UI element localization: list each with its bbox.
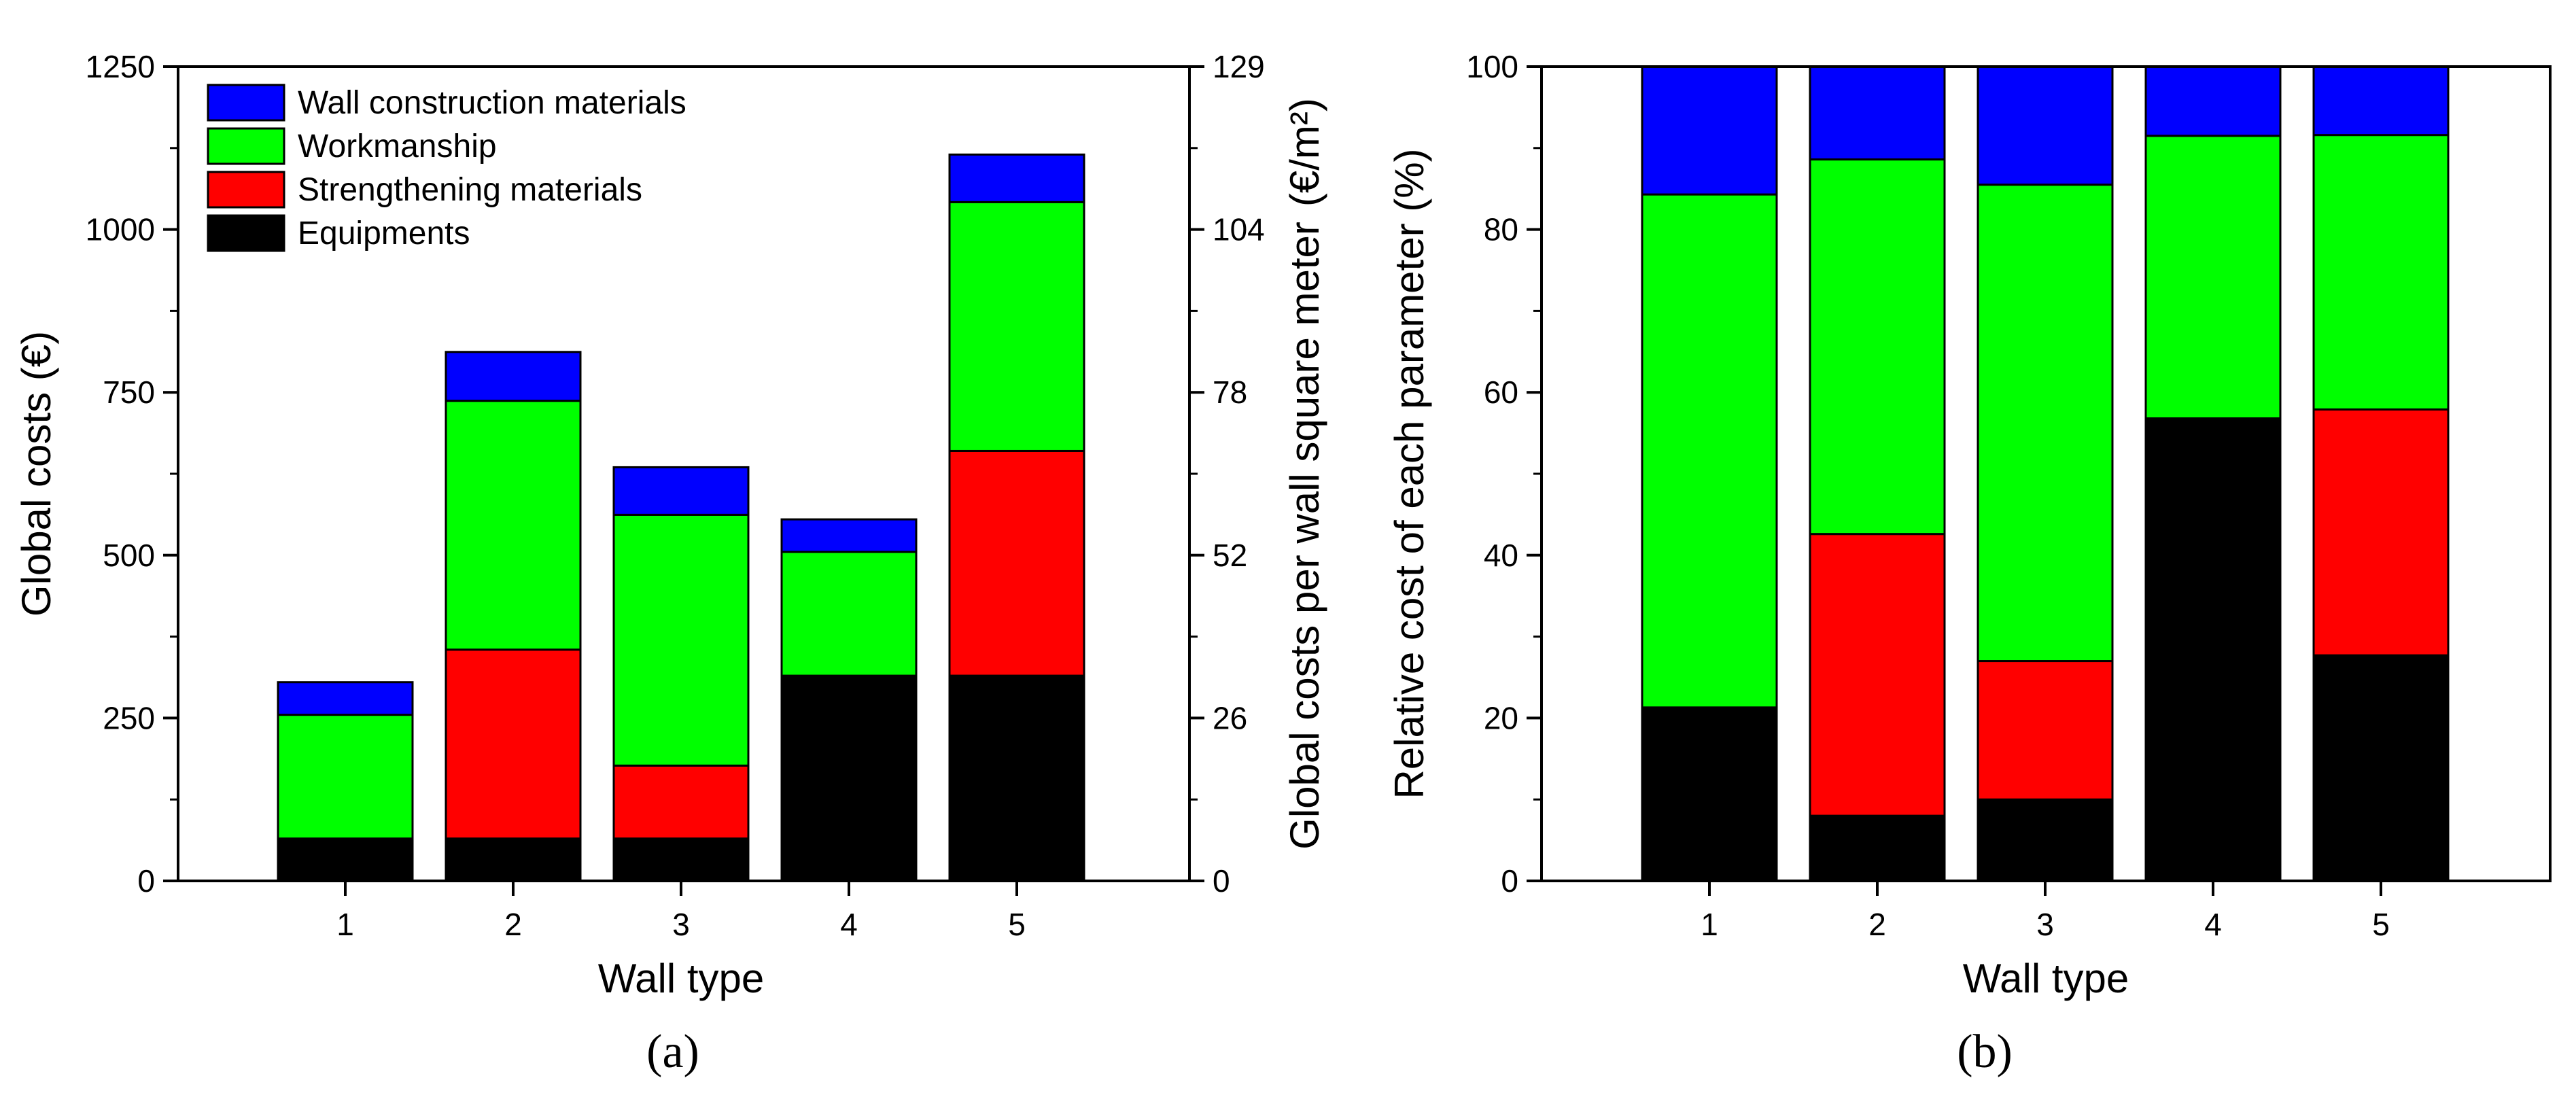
bar-segment-wall_materials-wall-5 (948, 153, 1085, 203)
panel-b-chart: 0 20 40 60 80 100 1 2 3 4 5 Wall type Relative co… (1387, 49, 2552, 1078)
bar-segment-equipments-wall-2 (1809, 814, 1946, 882)
x-tick-label: 1 (1701, 907, 1718, 942)
x-tick-label: 3 (2036, 907, 2054, 942)
y-tick-label: 250 (103, 700, 155, 735)
bar-segment-equipments-wall-3 (612, 837, 750, 882)
bar-segment-workmanship-wall-1 (1641, 193, 1778, 709)
legend-label-equipments: Equipments (298, 215, 470, 251)
legend-swatch-strengthening (207, 171, 285, 209)
right-y-tick-label: 104 (1213, 212, 1265, 247)
bar-segment-equipments-wall-1 (1641, 706, 1778, 882)
y-tick-label: 60 (1484, 375, 1518, 410)
bar-segment-wall_materials-wall-1 (1641, 65, 1778, 196)
bar-segment-equipments-wall-4 (780, 674, 918, 882)
legend-swatch-equipments (207, 214, 285, 252)
panel-a-x-axis-ticks: 1 2 3 4 5 (336, 881, 1026, 942)
bar-segment-strengthening-wall-5 (2312, 408, 2450, 657)
y-tick-label: 100 (1466, 49, 1518, 84)
legend-label-wall_materials: Wall construction materials (298, 85, 686, 121)
bar-segment-strengthening-wall-3 (1977, 660, 2114, 801)
y-tick-label: 20 (1484, 700, 1518, 735)
x-tick-label: 4 (2204, 907, 2222, 942)
y-tick-label: 500 (103, 538, 155, 573)
bar-segment-workmanship-wall-4 (780, 551, 918, 677)
panel-a-legend: Wall construction materials Workmanship St… (207, 84, 686, 252)
panel-b-y-axis-title: Relative cost of each parameter (%) (1387, 148, 1432, 799)
legend-label-strengthening: Strengthening materials (298, 172, 642, 208)
y-tick-label: 1000 (86, 212, 155, 247)
right-y-tick-label: 26 (1213, 700, 1247, 735)
bar-segment-wall_materials-wall-4 (780, 518, 918, 553)
legend-swatch-wall_materials (207, 84, 285, 122)
right-y-tick-label: 52 (1213, 538, 1247, 573)
bar-segment-workmanship-wall-2 (445, 400, 582, 651)
x-tick-label: 2 (504, 907, 522, 942)
panel-a-bars (277, 153, 1085, 882)
x-tick-label: 5 (2372, 907, 2390, 942)
x-tick-label: 4 (840, 907, 858, 942)
x-tick-label: 2 (1868, 907, 1886, 942)
panel-a-chart: 0 250 500 750 1000 1250 0 26 52 78 104 129 1 2 3 4 5 W… (14, 49, 1327, 1078)
bar-segment-wall_materials-wall-5 (2312, 65, 2450, 137)
bar-segment-strengthening-wall-2 (445, 648, 582, 840)
bar-segment-equipments-wall-1 (277, 837, 414, 882)
bar-segment-wall_materials-wall-2 (445, 351, 582, 402)
y-tick-label: 80 (1484, 212, 1518, 247)
right-y-tick-label: 129 (1213, 49, 1265, 84)
bar-segment-strengthening-wall-5 (948, 449, 1085, 677)
panel-a-right-y-axis-title-unit: (€/m²) (1282, 98, 1327, 207)
y-tick-label: 40 (1484, 538, 1518, 573)
panel-a-x-axis-title: Wall type (598, 956, 765, 1001)
panel-a-right-axis-ticks: 0 26 52 78 104 129 (1189, 49, 1265, 899)
bar-segment-wall_materials-wall-2 (1809, 65, 1946, 161)
bar-segment-wall_materials-wall-3 (1977, 65, 2114, 186)
panel-b-label: (b) (1957, 1026, 2013, 1078)
y-tick-label: 750 (103, 375, 155, 410)
x-tick-label: 5 (1008, 907, 1026, 942)
y-tick-label: 1250 (86, 49, 155, 84)
legend-label-workmanship: Workmanship (298, 128, 497, 164)
panel-a-right-y-axis-title-main: Global costs per wall square meter (1282, 222, 1327, 850)
panel-b-x-axis-ticks: 1 2 3 4 5 (1701, 881, 2390, 942)
bar-segment-strengthening-wall-3 (612, 764, 750, 840)
x-tick-label: 1 (336, 907, 354, 942)
panel-a-label: (a) (646, 1026, 699, 1078)
bar-segment-workmanship-wall-3 (612, 513, 750, 767)
bar-segment-workmanship-wall-4 (2144, 135, 2282, 420)
panel-a-y-axis-title: Global costs (€) (14, 331, 59, 616)
bar-segment-equipments-wall-2 (445, 837, 582, 882)
panel-a-right-y-axis-title: Global costs per wall square meter (€/m²) (1282, 98, 1327, 850)
y-tick-label: 0 (1501, 863, 1518, 899)
panel-b-x-axis-title: Wall type (1963, 956, 2129, 1001)
bar-segment-wall_materials-wall-3 (612, 466, 750, 516)
bar-segment-workmanship-wall-5 (948, 201, 1085, 452)
legend-swatch-workmanship (207, 127, 285, 165)
bar-segment-equipments-wall-5 (948, 674, 1085, 882)
bar-segment-workmanship-wall-1 (277, 714, 414, 840)
bar-segment-equipments-wall-5 (2312, 654, 2450, 882)
bar-segment-workmanship-wall-2 (1809, 158, 1946, 536)
right-y-tick-label: 78 (1213, 375, 1247, 410)
right-y-tick-label: 0 (1213, 863, 1230, 899)
bar-segment-workmanship-wall-3 (1977, 184, 2114, 663)
panel-b-y-axis-ticks: 0 20 40 60 80 100 (1466, 49, 1542, 899)
y-tick-label: 0 (137, 863, 155, 899)
panel-b-bars (1641, 65, 2450, 882)
x-tick-label: 3 (672, 907, 690, 942)
bar-segment-strengthening-wall-2 (1809, 533, 1946, 817)
bar-segment-equipments-wall-4 (2144, 417, 2282, 882)
bar-segment-workmanship-wall-5 (2312, 134, 2450, 411)
panel-a-left-axis-ticks: 0 250 500 750 1000 1250 (86, 49, 178, 899)
bar-segment-wall_materials-wall-4 (2144, 65, 2282, 137)
bar-segment-equipments-wall-3 (1977, 798, 2114, 882)
bar-segment-wall_materials-wall-1 (277, 681, 414, 716)
